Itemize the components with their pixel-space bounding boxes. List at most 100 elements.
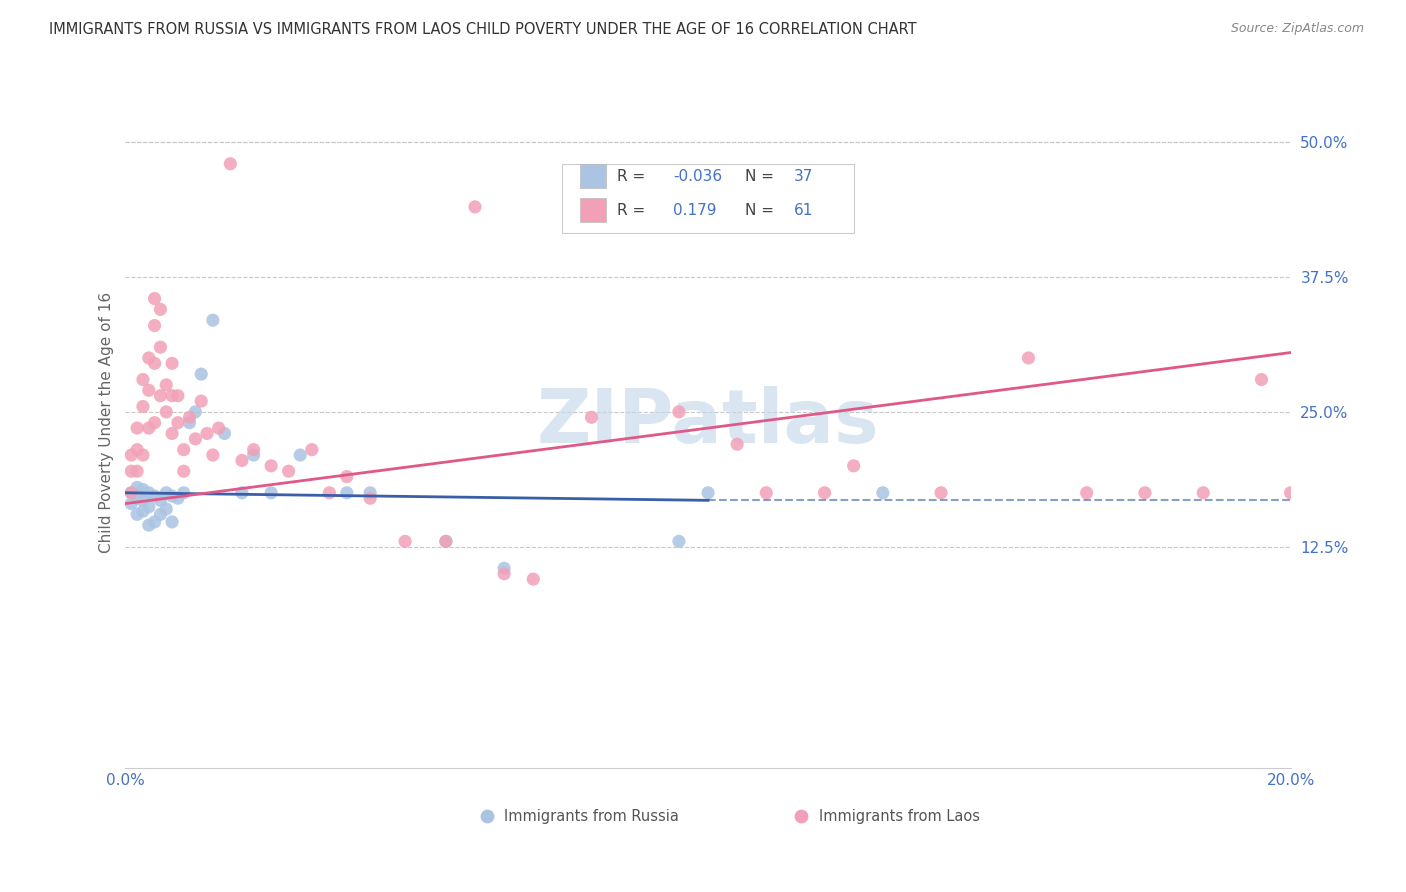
FancyBboxPatch shape [562, 164, 853, 233]
Point [1279, 485, 1302, 500]
Point [167, 389, 190, 403]
Point [160, 489, 183, 503]
Point [260, 485, 283, 500]
Point [132, 448, 155, 462]
Point [149, 340, 172, 354]
Point [184, 405, 207, 419]
Text: Immigrants from Russia: Immigrants from Russia [505, 809, 679, 823]
Point [132, 493, 155, 508]
Point [301, 442, 323, 457]
Point [697, 485, 720, 500]
Point [359, 485, 381, 500]
Text: ZIPatlas: ZIPatlas [537, 386, 879, 459]
Point [318, 485, 340, 500]
Point [132, 504, 155, 518]
Point [219, 157, 242, 171]
Point [127, 421, 149, 435]
Point [394, 534, 416, 549]
Point [127, 442, 149, 457]
Text: Source: ZipAtlas.com: Source: ZipAtlas.com [1230, 22, 1364, 36]
Point [138, 485, 160, 500]
Point [1017, 351, 1039, 365]
Point [1192, 485, 1215, 500]
Point [120, 464, 142, 478]
Point [160, 356, 183, 370]
Point [336, 485, 359, 500]
Point [143, 489, 166, 503]
Point [277, 464, 299, 478]
Point [231, 453, 253, 467]
Text: Immigrants from Laos: Immigrants from Laos [818, 809, 980, 823]
Point [522, 572, 544, 586]
Point [208, 421, 231, 435]
Text: R =: R = [617, 203, 645, 219]
Point [173, 464, 195, 478]
Text: 61: 61 [794, 203, 814, 219]
Point [242, 442, 264, 457]
Point [842, 458, 865, 473]
Point [494, 561, 516, 575]
Point [160, 515, 183, 529]
Text: 37: 37 [794, 169, 814, 184]
Point [127, 491, 149, 506]
Text: N =: N = [745, 169, 775, 184]
Point [167, 491, 190, 506]
Point [167, 416, 190, 430]
Point [149, 508, 172, 522]
Point [872, 485, 894, 500]
Point [179, 410, 201, 425]
Point [143, 515, 166, 529]
Point [138, 384, 160, 398]
Text: IMMIGRANTS FROM RUSSIA VS IMMIGRANTS FROM LAOS CHILD POVERTY UNDER THE AGE OF 16: IMMIGRANTS FROM RUSSIA VS IMMIGRANTS FRO… [49, 22, 917, 37]
Point [149, 302, 172, 317]
Point [359, 491, 381, 506]
Point [120, 497, 142, 511]
Point [155, 405, 177, 419]
Point [160, 389, 183, 403]
Point [1133, 485, 1156, 500]
Y-axis label: Child Poverty Under the Age of 16: Child Poverty Under the Age of 16 [100, 292, 114, 553]
Point [242, 448, 264, 462]
Point [184, 432, 207, 446]
Point [138, 500, 160, 514]
Point [668, 534, 690, 549]
Point [155, 378, 177, 392]
Point [155, 502, 177, 516]
Point [581, 410, 603, 425]
Point [179, 416, 201, 430]
Point [494, 566, 516, 581]
Point [127, 480, 149, 494]
Point [260, 458, 283, 473]
Point [138, 518, 160, 533]
Point [127, 464, 149, 478]
Point [155, 485, 177, 500]
Point [120, 448, 142, 462]
Point [813, 485, 835, 500]
Point [668, 405, 690, 419]
Point [231, 485, 253, 500]
FancyBboxPatch shape [579, 164, 606, 188]
Point [434, 534, 457, 549]
Point [138, 421, 160, 435]
Point [143, 416, 166, 430]
Point [1250, 372, 1272, 386]
Point [464, 200, 486, 214]
Text: -0.036: -0.036 [673, 169, 723, 184]
Point [201, 448, 224, 462]
Point [138, 351, 160, 365]
Point [190, 394, 212, 409]
Point [195, 426, 218, 441]
Point [201, 313, 224, 327]
Text: 0.179: 0.179 [673, 203, 717, 219]
Point [143, 318, 166, 333]
Point [149, 389, 172, 403]
Point [132, 400, 155, 414]
Point [132, 483, 155, 497]
Point [725, 437, 748, 451]
Point [173, 442, 195, 457]
Point [290, 448, 312, 462]
Point [336, 469, 359, 483]
Point [173, 485, 195, 500]
Point [143, 292, 166, 306]
Point [127, 508, 149, 522]
